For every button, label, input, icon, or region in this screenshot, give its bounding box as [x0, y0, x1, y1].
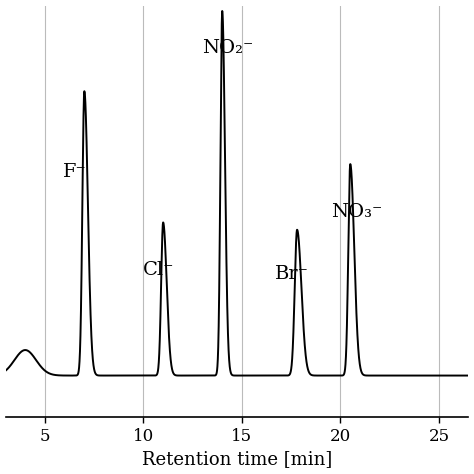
Text: F⁻: F⁻: [63, 163, 86, 181]
Text: NO₃⁻: NO₃⁻: [330, 202, 382, 220]
Text: Cl⁻: Cl⁻: [143, 261, 174, 279]
Text: Br⁻: Br⁻: [275, 264, 309, 283]
Text: NO₂⁻: NO₂⁻: [202, 38, 254, 56]
X-axis label: Retention time [min]: Retention time [min]: [142, 450, 332, 468]
